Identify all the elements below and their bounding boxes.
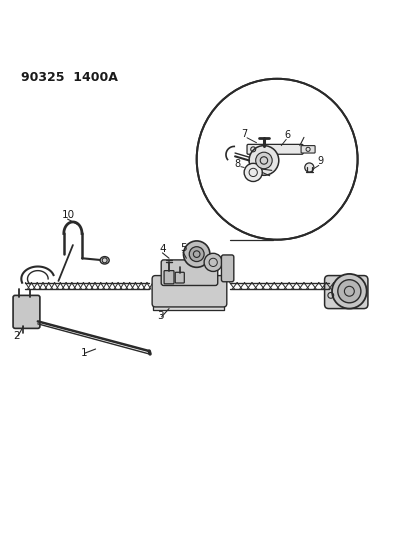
Text: 1: 1 xyxy=(81,348,88,358)
FancyBboxPatch shape xyxy=(300,146,314,153)
FancyBboxPatch shape xyxy=(247,144,302,154)
FancyBboxPatch shape xyxy=(164,271,173,284)
Text: 8: 8 xyxy=(233,159,240,168)
Circle shape xyxy=(331,274,366,309)
Text: 6: 6 xyxy=(284,130,290,140)
Text: 3: 3 xyxy=(156,311,163,321)
FancyBboxPatch shape xyxy=(152,276,226,307)
Text: 10: 10 xyxy=(62,210,75,220)
FancyBboxPatch shape xyxy=(324,276,367,309)
Circle shape xyxy=(304,163,313,172)
Ellipse shape xyxy=(100,256,109,264)
Circle shape xyxy=(204,253,222,271)
Text: 7: 7 xyxy=(240,128,247,139)
Text: 2: 2 xyxy=(13,330,20,341)
Circle shape xyxy=(255,152,271,169)
Circle shape xyxy=(249,146,278,175)
Circle shape xyxy=(189,247,204,262)
Polygon shape xyxy=(153,302,223,310)
Circle shape xyxy=(183,241,209,268)
FancyBboxPatch shape xyxy=(13,295,40,328)
FancyBboxPatch shape xyxy=(175,272,184,283)
Text: 4: 4 xyxy=(159,244,166,254)
Circle shape xyxy=(196,79,357,240)
Text: 5: 5 xyxy=(180,243,186,253)
Circle shape xyxy=(244,163,262,182)
Text: 9: 9 xyxy=(317,156,323,166)
FancyBboxPatch shape xyxy=(221,255,233,282)
Circle shape xyxy=(337,280,360,303)
Text: 90325  1400A: 90325 1400A xyxy=(21,70,118,84)
FancyBboxPatch shape xyxy=(161,260,217,286)
